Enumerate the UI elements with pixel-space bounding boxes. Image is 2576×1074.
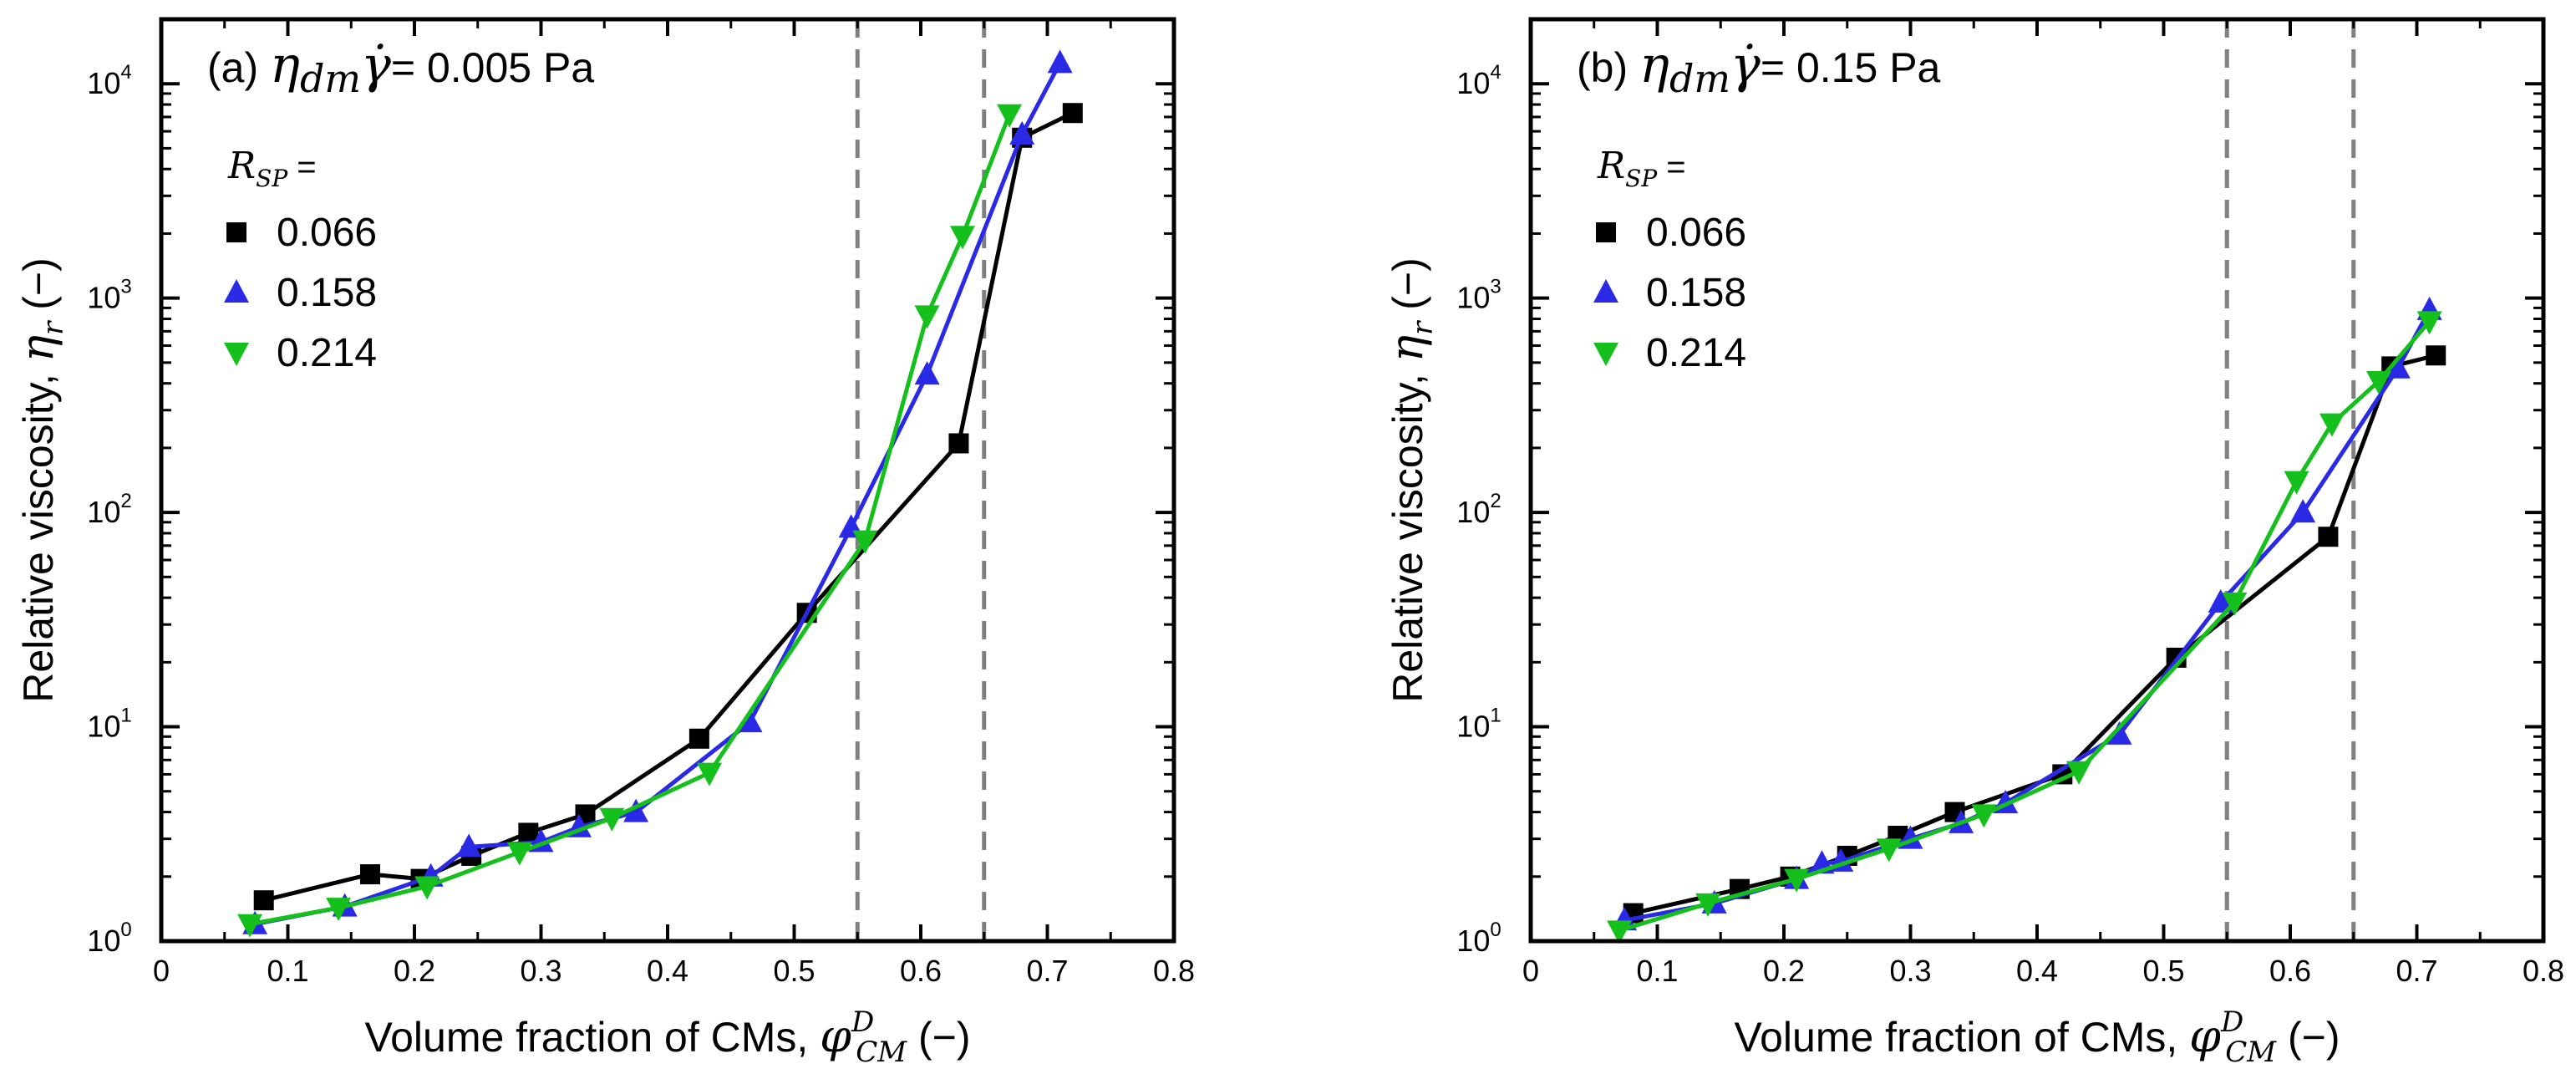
x-tick-label: 0.3: [520, 954, 561, 988]
data-point-0.214: [2319, 413, 2345, 437]
y-tick-label: 100: [1456, 919, 1501, 958]
y-tick-label: 103: [87, 276, 131, 315]
x-tick-label: 0.7: [2396, 954, 2437, 988]
data-point-0.214: [1607, 920, 1633, 944]
x-tick-label: 0.4: [2016, 954, 2058, 988]
chart-panel-a: 0 0.1 0.2 0.3 0.4 0.5 0.6 0.7 0.8 100 101 102 103 104…: [11, 17, 1195, 1069]
data-point-0.214: [506, 842, 532, 866]
panel-title: (b) ηdmγ̇= 0.15 Pa: [1577, 36, 1941, 101]
data-point-0.066: [359, 864, 380, 885]
data-point-0.214: [237, 914, 263, 938]
x-axis-label: Volume fraction of CMs, φD CM (−): [365, 1005, 971, 1069]
y-tick-label: 102: [87, 490, 131, 529]
data-point-0.158: [914, 361, 940, 385]
data-point-0.214: [2366, 370, 2392, 394]
legend-label-0.158: 0.158: [277, 271, 377, 315]
x-tick-label: 0.1: [1636, 954, 1678, 988]
data-point-0.158: [2290, 499, 2316, 523]
data-point-0.158: [1047, 49, 1073, 74]
x-tick-label: 0: [1522, 954, 1539, 988]
data-point-0.066: [2318, 527, 2339, 547]
series-line-0.214: [249, 113, 1012, 927]
data-point-0.158: [1009, 120, 1035, 145]
data-point-0.158: [623, 798, 649, 822]
data-point-0.158: [2385, 354, 2411, 379]
data-point-0.214: [599, 807, 625, 832]
y-tick-label: 102: [1456, 490, 1501, 529]
legend-title: RSP =: [1597, 145, 1686, 192]
legend-label-0.158: 0.158: [1646, 271, 1746, 315]
y-tick-label: 104: [1456, 61, 1501, 100]
series-line-0.158: [1623, 308, 2431, 923]
series-line-0.214: [1618, 319, 2431, 933]
data-point-0.214: [2284, 471, 2309, 495]
data-point-0.214: [414, 876, 440, 900]
data-point-0.066: [253, 890, 274, 911]
y-tick-label: 103: [1456, 276, 1501, 315]
data-point-0.214: [1876, 838, 1902, 863]
chart-panel-b: 0 0.1 0.2 0.3 0.4 0.5 0.6 0.7 0.8 100 101 102 103 104…: [1380, 17, 2564, 1069]
data-point-0.214: [997, 104, 1023, 128]
data-point-0.214: [1971, 804, 1997, 828]
data-point-0.214: [2065, 761, 2091, 785]
data-point-0.158: [737, 709, 763, 733]
series-line-0.066: [1633, 353, 2436, 916]
data-point-0.214: [914, 305, 940, 329]
x-tick-label: 0.8: [1153, 954, 1195, 988]
legend-marker-0.066: [1596, 222, 1616, 242]
data-point-0.066: [2426, 345, 2446, 366]
series-line-0.066: [263, 111, 1074, 903]
data-point-0.214: [1784, 868, 1810, 893]
x-tick-label: 0.5: [773, 954, 815, 988]
data-point-0.214: [1695, 893, 1721, 917]
x-tick-label: 0.4: [647, 954, 688, 988]
data-point-0.066: [518, 822, 539, 843]
x-tick-label: 0: [153, 954, 170, 988]
x-tick-label: 0.5: [2142, 954, 2184, 988]
x-tick-label: 0.3: [1889, 954, 1931, 988]
legend-label-0.066: 0.066: [277, 211, 377, 255]
data-point-0.214: [326, 898, 352, 922]
legend-label-0.214: 0.214: [1646, 331, 1746, 375]
x-axis-label: Volume fraction of CMs, φD CM (−): [1735, 1005, 2340, 1069]
legend-label-0.214: 0.214: [277, 331, 377, 375]
x-tick-label: 0.2: [394, 954, 435, 988]
x-tick-label: 0.2: [1763, 954, 1805, 988]
y-tick-label: 100: [87, 919, 131, 958]
y-axis-label: Relative viscosity, ηr (−): [11, 257, 70, 703]
x-tick-label: 0.6: [2269, 954, 2311, 988]
legend-title: RSP =: [227, 145, 317, 192]
data-point-0.158: [2106, 720, 2132, 745]
data-point-0.158: [2208, 588, 2233, 613]
x-tick-label: 0.7: [1026, 954, 1068, 988]
x-tick-label: 0.6: [900, 954, 942, 988]
legend-marker-0.158: [224, 279, 249, 303]
data-point-0.214: [696, 762, 722, 786]
data-point-0.158: [456, 833, 482, 858]
legend-marker-0.214: [224, 343, 249, 366]
y-tick-label: 101: [87, 705, 131, 744]
legend-marker-0.158: [1593, 279, 1618, 303]
legend-label-0.066: 0.066: [1646, 211, 1746, 255]
x-tick-label: 0.1: [267, 954, 308, 988]
data-point-0.214: [2416, 311, 2442, 335]
panel-title: (a) ηdmγ̇= 0.005 Pa: [207, 36, 594, 101]
data-point-0.066: [948, 433, 969, 454]
y-axis-label: Relative viscosity, ηr (−): [1380, 257, 1440, 703]
data-point-0.214: [2222, 592, 2248, 616]
legend-marker-0.066: [226, 222, 246, 242]
data-point-0.214: [852, 530, 878, 554]
data-point-0.214: [949, 226, 975, 250]
y-tick-label: 104: [87, 61, 131, 100]
data-point-0.066: [1062, 103, 1083, 124]
x-tick-label: 0.8: [2523, 954, 2564, 988]
data-point-0.066: [688, 728, 709, 749]
y-tick-label: 101: [1456, 705, 1501, 744]
legend-marker-0.214: [1593, 343, 1618, 366]
